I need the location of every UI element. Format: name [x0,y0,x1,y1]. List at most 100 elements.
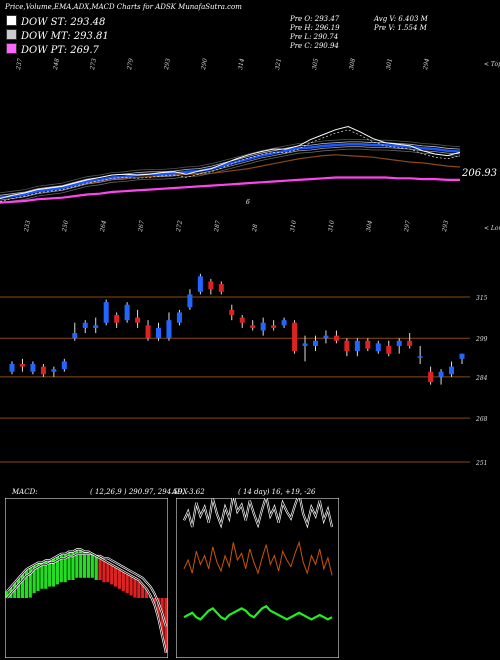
bottom-tick-label: 293 [441,220,450,234]
candle-body [449,366,455,375]
candle-body [124,304,130,321]
macd-histogram-bar [106,562,110,583]
top-tick-label: 273 [89,58,98,72]
candle-body [407,340,413,346]
candle-body [229,309,235,316]
ema-band-line [0,146,461,201]
quote-low: Pre L: 290.74 [290,33,339,41]
price-chart: 237 248 273 279 293 290 314 321 305 308 301 294 < To… [0,58,500,467]
candle-body [51,369,57,372]
candle-body [93,325,99,328]
bottom-tick-label: 233 [23,220,32,234]
legend-swatch-pt [6,43,17,54]
candle-body [260,322,266,331]
bottom-tick-label: 28 [251,223,259,233]
legend-swatch-st [6,15,17,26]
macd-histogram-bar [117,569,122,589]
top-tick-label: 279 [126,58,135,72]
macd-histogram-bar [145,589,149,598]
macd-histogram-bar [40,562,44,589]
ema-band-line [0,139,461,194]
candle-body [438,371,444,377]
adx-title: ADX [172,488,188,496]
macd-histogram-bar [82,551,87,578]
macd-histogram-bar [48,560,52,587]
bottom-tick-label: 297 [403,220,412,234]
top-tick-label: 301 [385,58,394,70]
macd-histogram-bar [32,564,36,594]
bottom-tick-label: 287 [213,220,222,234]
quote-pre-volume: Pre V: 1.554 M [374,24,427,32]
macd-histogram-bar [133,578,137,598]
macd-histogram-bar [141,584,145,598]
bottom-tick-label: 272 [175,220,184,234]
macd-histogram-bar [110,564,114,585]
macd-chart [5,498,168,658]
macd-values: ( 12,26,9 ) 290.97, 294.59, -3.62 [90,488,205,496]
legend-label-mt: DOW MT: 293.81 [21,31,109,42]
top-tick-label: 294 [422,58,431,72]
ema-series-line [0,176,460,204]
bottom-right-label: < Lows [484,225,500,232]
bottom-tick-label: 310 [327,220,336,233]
macd-histogram-bar [63,553,67,583]
candle-body [72,333,78,339]
top-tick-label: 248 [52,58,61,72]
candle-body [156,327,162,339]
macd-histogram-bar [17,578,21,598]
top-tick-label: 290 [200,58,209,72]
level-label: 284 [475,375,488,382]
macd-histogram-bar [125,573,129,594]
candle-body [354,340,360,352]
ema-band-line [0,148,461,203]
adx-values: ( 14 day) 16, +19, -26 [238,488,316,496]
chart-title: Price,Volume,EMA,ADX,MACD Charts for ADS… [5,3,242,11]
top-tick-label: 321 [274,58,283,70]
candle-body [365,340,371,349]
bottom-tick-label: 264 [99,220,108,234]
candle-body [375,343,381,352]
current-value-label: 206.93 [461,168,497,179]
macd-title: MACD: [12,488,38,496]
candle-body [428,371,434,383]
candle-body [302,343,308,346]
candle-body [323,335,329,339]
macd-histogram-bar [67,551,71,580]
price-line [0,125,461,199]
candle-body [197,276,203,292]
macd-histogram-bar [28,567,32,598]
adx-di-plus-inner [183,498,333,528]
candle-body [9,364,15,372]
legend-label-st: DOW ST: 293.48 [21,17,106,28]
quote-close: Pre C: 290.94 [290,42,339,50]
candle-body [281,320,287,326]
macd-histogram-bar [129,575,133,596]
macd-histogram-bar [113,567,118,587]
macd-histogram-bar [102,560,106,583]
macd-histogram-bar [79,549,83,578]
price-line-dashed [0,129,461,203]
legend-swatch-mt [6,29,17,40]
macd-histogram-bar [86,551,91,578]
adx-di-minus-line [183,540,333,576]
candle-body [250,325,256,328]
macd-histogram-bar [5,591,9,598]
top-tick-label: 293 [163,58,172,72]
macd-histogram-bar [20,573,25,598]
level-label: 268 [475,416,488,423]
bottom-tick-label: 267 [137,220,146,234]
candle-body [187,294,193,308]
macd-histogram-bar [51,558,56,587]
macd-histogram-bar [55,556,60,585]
legend-label-pt: DOW PT: 269.7 [21,45,99,56]
candle-body [135,317,141,323]
macd-histogram-bar [152,598,156,605]
candle-body [145,325,151,339]
macd-histogram-bar [137,580,141,598]
candle-body [61,361,67,370]
candle-body [396,340,402,346]
macd-histogram-bar [36,562,40,591]
candle-body [166,320,172,339]
macd-histogram-bar [90,553,94,578]
bottom-tick-label: 304 [365,220,374,233]
